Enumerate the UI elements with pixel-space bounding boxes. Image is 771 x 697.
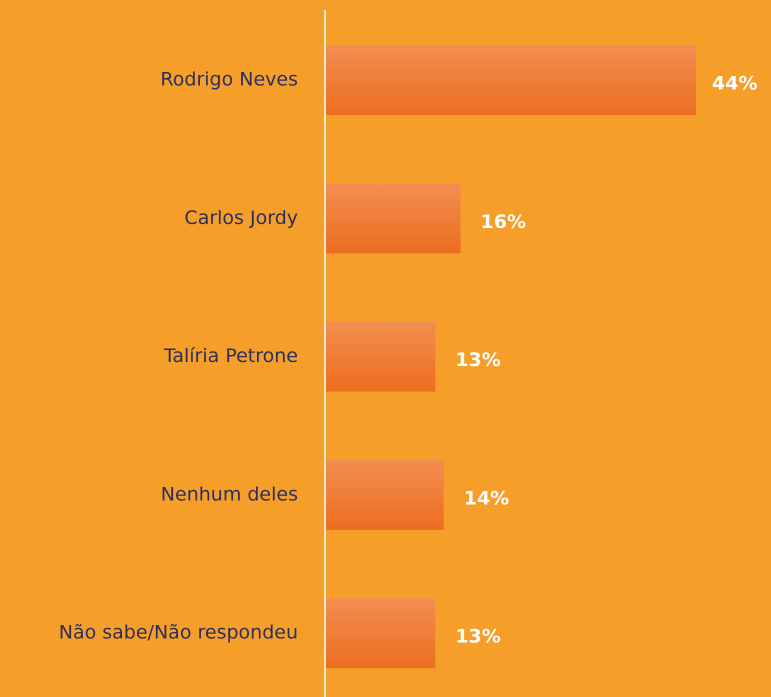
bar xyxy=(326,45,696,115)
bar xyxy=(326,598,436,669)
value-label: 16% xyxy=(481,211,526,233)
bar xyxy=(326,183,461,254)
category-label: Nenhum deles xyxy=(161,483,298,505)
value-label: 13% xyxy=(455,349,500,371)
category-label: Não sabe/Não respondeu xyxy=(59,622,298,644)
category-label: Talíria Petrone xyxy=(163,345,298,367)
value-label: 13% xyxy=(455,626,500,648)
category-label: Rodrigo Neves xyxy=(160,69,298,91)
category-label: Carlos Jordy xyxy=(184,207,298,229)
bar xyxy=(326,459,444,530)
value-label: 14% xyxy=(464,487,509,509)
bar xyxy=(326,321,436,392)
value-label: 44% xyxy=(712,73,757,95)
